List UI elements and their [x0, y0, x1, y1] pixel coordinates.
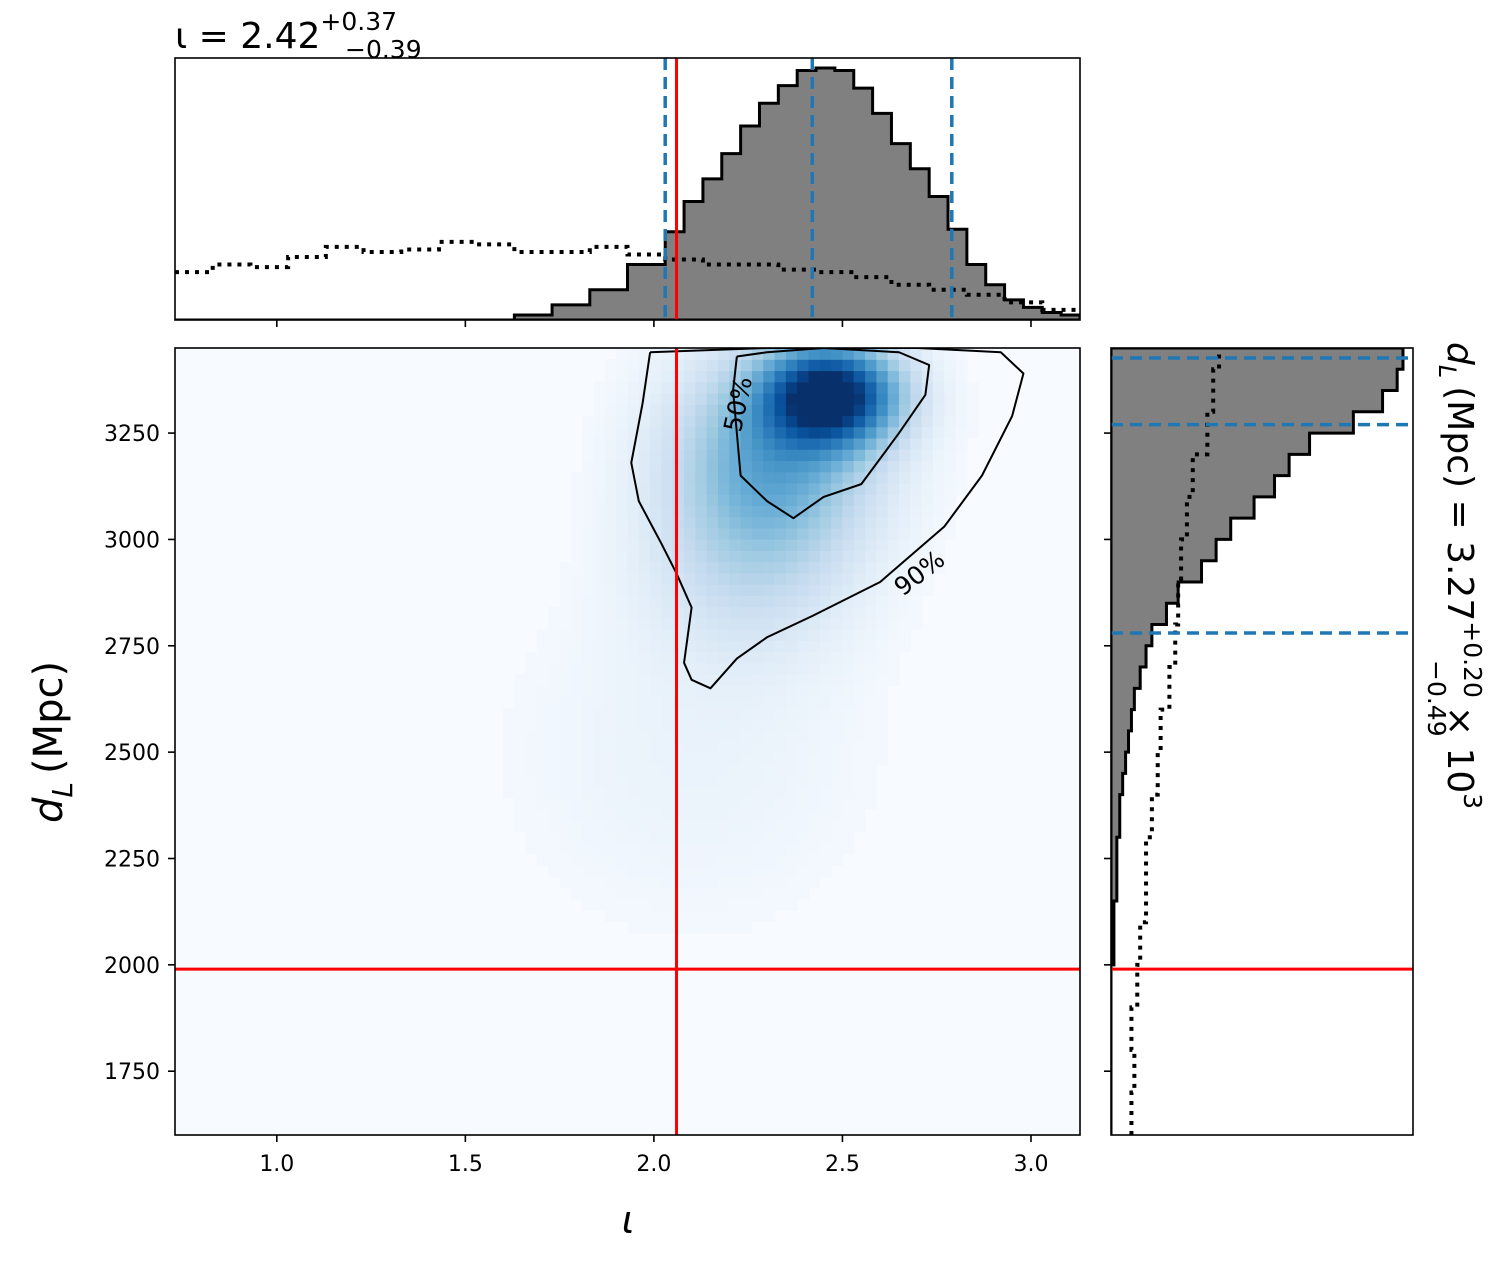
x-posterior-histogram: [175, 66, 1080, 320]
x-tick-label-4: 3.0: [1013, 1152, 1048, 1177]
contour-0: [732, 348, 931, 520]
x-marginal-ticks: [276, 320, 1032, 327]
x-tick-label-0: 1.0: [259, 1152, 294, 1177]
joint-panel: 50%90% 1.01.52.02.53.0 17502000225025002…: [26, 347, 1081, 1242]
joint-density-map: [503, 348, 979, 934]
y-marginal-panel: dL(Mpc) = 3.27+0.20× 103 −0.49: [1104, 342, 1487, 1136]
y-tick-label-2: 2250: [104, 847, 160, 872]
y-tick-label-1: 2000: [104, 954, 160, 979]
y-axis-label: dL(Mpc): [26, 661, 79, 823]
svg-text:dL(Mpc): dL(Mpc): [26, 661, 79, 823]
x-tick-label-3: 2.5: [825, 1152, 860, 1177]
svg-text:dL(Mpc) = 3.27+0.20× 103: dL(Mpc) = 3.27+0.20× 103: [1433, 342, 1487, 809]
x-tick-label-2: 2.0: [636, 1152, 671, 1177]
y-quantile-lines: [1111, 356, 1413, 635]
x-summary-sub: −0.39: [345, 35, 422, 64]
y-tick-label-5: 3000: [104, 528, 160, 553]
x-axis-ticks: 1.0 1.5 2.0 2.5 3.0: [259, 1135, 1048, 1177]
x-quantile-lines: [663, 58, 954, 320]
y-tick-label-3: 2500: [104, 741, 160, 766]
y-tick-label-6: 3250: [104, 422, 160, 447]
joint-frame: [174, 347, 1081, 1136]
y-summary-title: dL(Mpc) = 3.27+0.20× 103 −0.49: [1422, 342, 1487, 809]
y-marginal-ticks: [1104, 432, 1111, 1072]
y-axis-ticks: 1750 2000 2250 2500 2750 3000 3250: [104, 422, 175, 1085]
x-axis-label: ι: [622, 1198, 635, 1242]
contour-1: [630, 348, 1025, 690]
y-tick-label-4: 2750: [104, 635, 160, 660]
x-tick-label-1: 1.5: [448, 1152, 483, 1177]
x-marginal-frame: [174, 57, 1081, 321]
y-posterior-histogram: [1111, 348, 1405, 1135]
x-marginal-panel: ι = 2.42+0.37 −0.39: [174, 7, 1081, 327]
y-tick-label-0: 1750: [104, 1060, 160, 1085]
x-summary-title: ι = 2.42+0.37: [175, 7, 397, 57]
y-prior-curve: [1129, 348, 1222, 1135]
y-marginal-frame: [1110, 347, 1414, 1136]
svg-text:−0.49: −0.49: [1422, 660, 1451, 737]
